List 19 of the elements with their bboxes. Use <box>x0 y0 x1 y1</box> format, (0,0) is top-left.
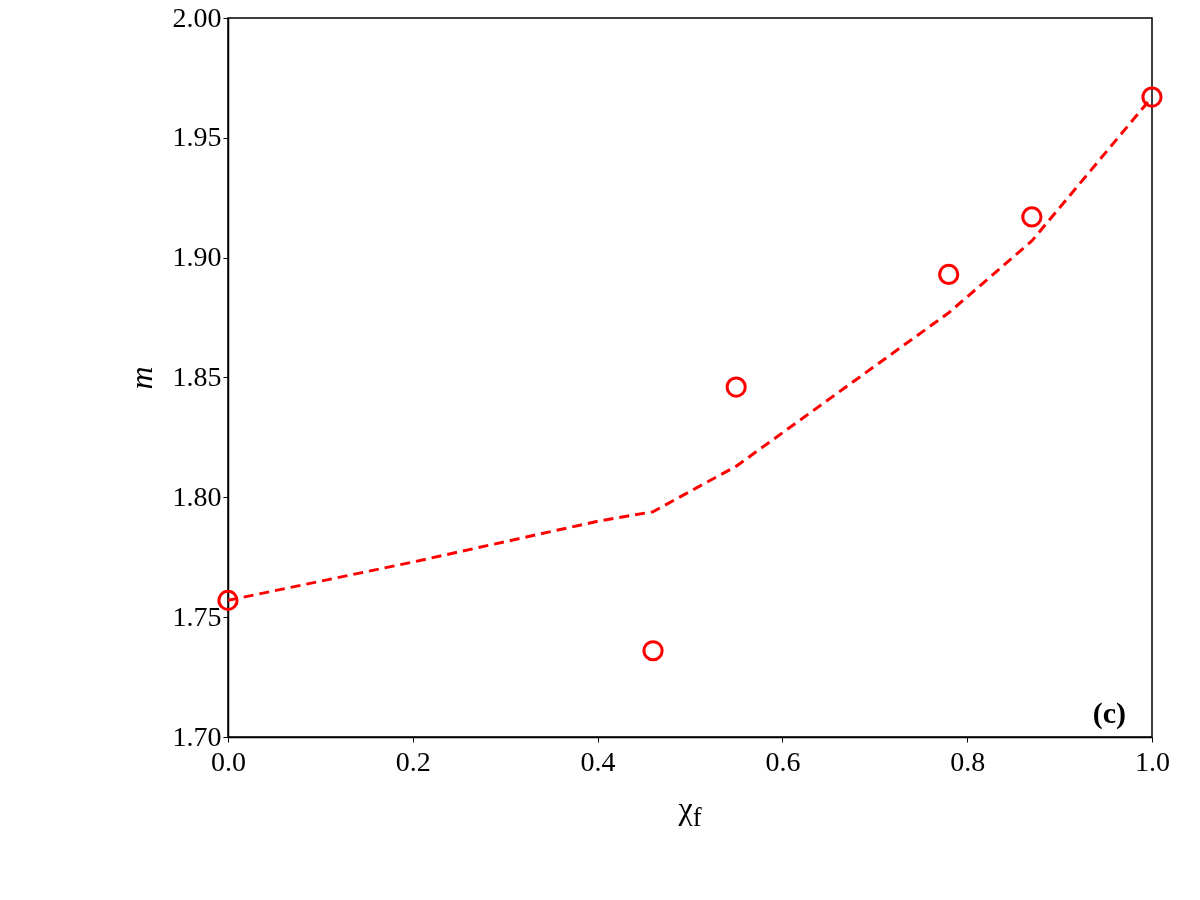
y-tick-label: 1.90 <box>172 241 222 273</box>
x-tick-label: 0.8 <box>950 745 986 777</box>
y-tick-label: 1.75 <box>172 600 222 632</box>
annotation: (c) <box>1092 696 1126 730</box>
point <box>642 640 664 662</box>
x-axis-title: χ$_{f}$ <box>677 790 703 834</box>
point <box>725 376 747 398</box>
x-tick-label: 1.0 <box>1135 745 1170 777</box>
y-tick-label: 1.85 <box>172 361 222 392</box>
y-tick-label: 2.00 <box>172 1 222 33</box>
y-tick-label: 1.95 <box>172 121 222 153</box>
x-tick-label: 0.2 <box>395 745 431 777</box>
y-tick-label: 1.80 <box>172 480 222 512</box>
y-axis-title: m <box>122 366 159 390</box>
point <box>1141 86 1163 108</box>
point <box>938 263 960 286</box>
x-tick-label: 0.6 <box>765 745 801 777</box>
x-tick-label: 0.4 <box>580 745 616 777</box>
point <box>1021 206 1043 228</box>
